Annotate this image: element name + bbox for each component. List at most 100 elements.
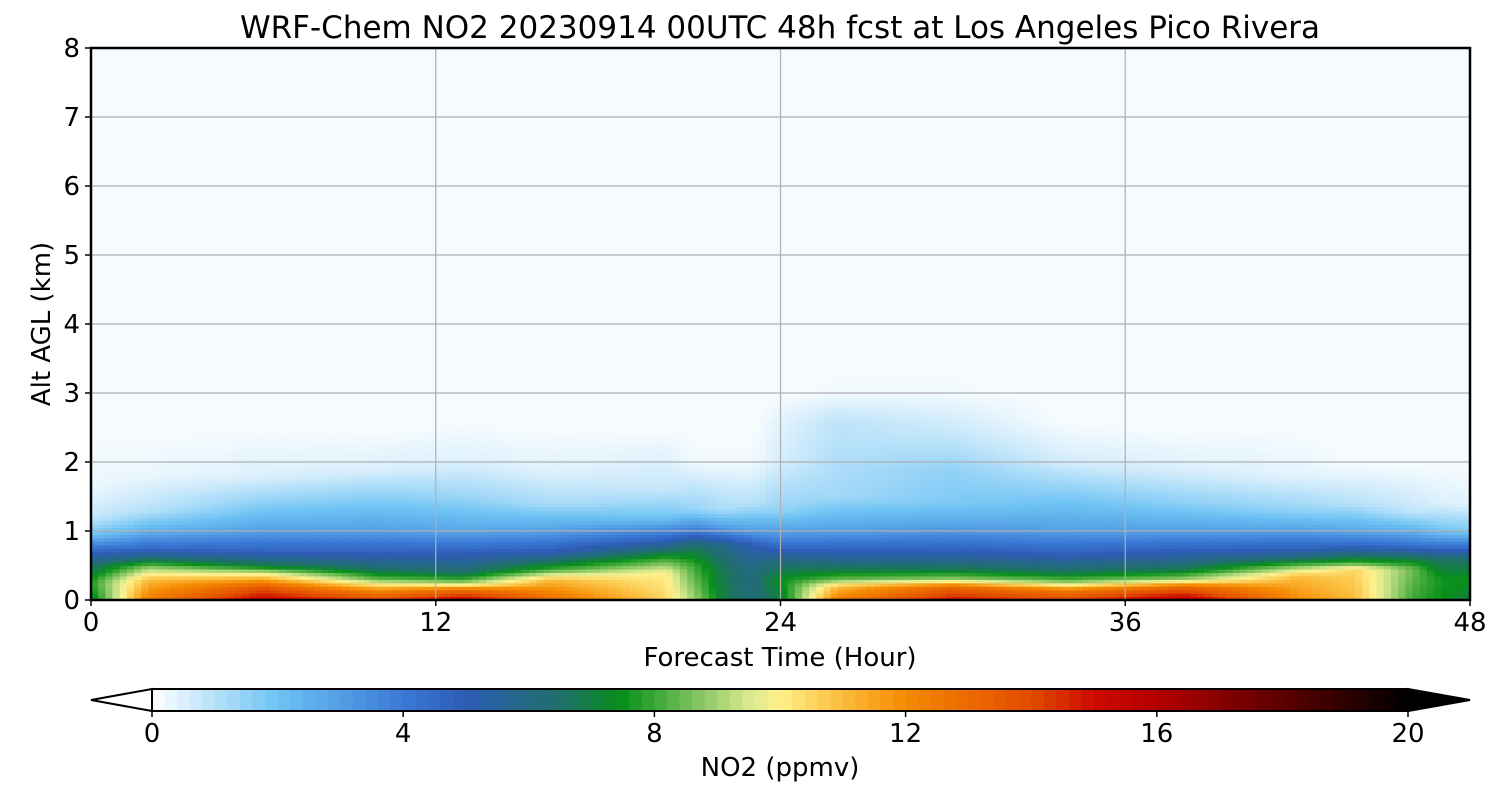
field-cell xyxy=(766,544,774,549)
field-cell xyxy=(687,586,695,591)
field-cell xyxy=(428,517,437,522)
field-cell xyxy=(450,475,458,480)
field-cell xyxy=(399,486,408,491)
field-cell xyxy=(816,448,825,453)
field-cell xyxy=(715,527,724,532)
field-cell xyxy=(593,582,602,587)
field-cell xyxy=(155,534,164,539)
field-cell xyxy=(177,517,185,522)
field-cell xyxy=(493,506,501,511)
field-cell xyxy=(270,441,279,446)
field-cell xyxy=(119,579,128,584)
field-cell xyxy=(234,513,243,518)
field-cell xyxy=(299,472,308,477)
field-cell xyxy=(565,548,573,553)
field-cell xyxy=(780,503,789,508)
field-cell xyxy=(234,534,243,539)
field-cell xyxy=(320,462,329,467)
field-cell xyxy=(91,448,99,453)
field-cell xyxy=(600,531,609,536)
field-cell xyxy=(349,541,358,546)
field-cell xyxy=(428,472,437,477)
field-cell xyxy=(665,568,674,573)
field-cell xyxy=(687,517,695,522)
field-cell xyxy=(134,444,142,449)
field-cell xyxy=(227,520,236,525)
field-cell xyxy=(615,437,624,442)
field-cell xyxy=(608,444,616,449)
field-cell xyxy=(644,531,652,536)
field-cell xyxy=(356,482,365,487)
field-cell xyxy=(478,520,487,525)
field-cell xyxy=(342,548,351,553)
field-cell xyxy=(148,441,157,446)
field-cell xyxy=(306,465,315,470)
field-cell xyxy=(148,572,157,577)
field-cell xyxy=(263,555,272,560)
field-cell xyxy=(493,430,501,435)
field-cell xyxy=(428,531,437,536)
field-cell xyxy=(572,555,580,560)
field-cell xyxy=(205,548,214,553)
field-cell xyxy=(665,430,674,435)
field-cell xyxy=(320,472,329,477)
field-cell xyxy=(191,448,200,453)
field-cell xyxy=(521,558,530,563)
field-cell xyxy=(141,555,150,560)
field-cell xyxy=(529,479,537,484)
field-cell xyxy=(550,434,559,439)
field-cell xyxy=(665,524,674,529)
field-cell xyxy=(170,486,178,491)
field-cell xyxy=(615,493,624,498)
field-cell xyxy=(320,486,329,491)
field-cell xyxy=(615,455,624,460)
field-cell xyxy=(105,506,114,511)
field-cell xyxy=(450,499,458,504)
field-cell xyxy=(758,420,767,425)
field-cell xyxy=(694,579,703,584)
field-cell xyxy=(521,493,530,498)
field-cell xyxy=(557,527,566,532)
field-cell xyxy=(292,520,300,525)
field-cell xyxy=(708,537,717,542)
field-cell xyxy=(356,534,365,539)
field-cell xyxy=(249,503,257,508)
field-cell xyxy=(658,482,667,487)
field-cell xyxy=(270,520,279,525)
field-cell xyxy=(636,451,645,456)
field-cell xyxy=(758,531,767,536)
field-cell xyxy=(644,503,652,508)
field-cell xyxy=(665,513,674,518)
field-cell xyxy=(514,455,523,460)
field-cell xyxy=(766,417,774,422)
field-cell xyxy=(299,551,308,556)
field-cell xyxy=(787,586,796,591)
field-cell xyxy=(184,437,193,442)
field-cell xyxy=(399,496,408,501)
field-cell xyxy=(435,506,444,511)
field-cell xyxy=(644,462,652,467)
field-cell xyxy=(177,506,185,511)
field-cell xyxy=(715,555,724,560)
field-cell xyxy=(787,524,796,529)
field-cell xyxy=(730,486,738,491)
field-cell xyxy=(802,506,810,511)
field-cell xyxy=(105,524,114,529)
field-cell xyxy=(579,458,588,463)
field-cell xyxy=(514,475,523,480)
field-cell xyxy=(737,544,746,549)
field-cell xyxy=(414,441,422,446)
field-cell xyxy=(155,582,164,587)
field-cell xyxy=(708,593,717,598)
field-cell xyxy=(600,551,609,556)
field-cell xyxy=(500,455,509,460)
field-cell xyxy=(126,524,135,529)
field-cell xyxy=(629,503,638,508)
field-cell xyxy=(213,441,221,446)
field-cell xyxy=(715,496,724,501)
field-cell xyxy=(802,420,810,425)
field-cell xyxy=(780,555,789,560)
field-cell xyxy=(428,448,437,453)
field-cell xyxy=(241,437,250,442)
field-cell xyxy=(371,589,379,594)
